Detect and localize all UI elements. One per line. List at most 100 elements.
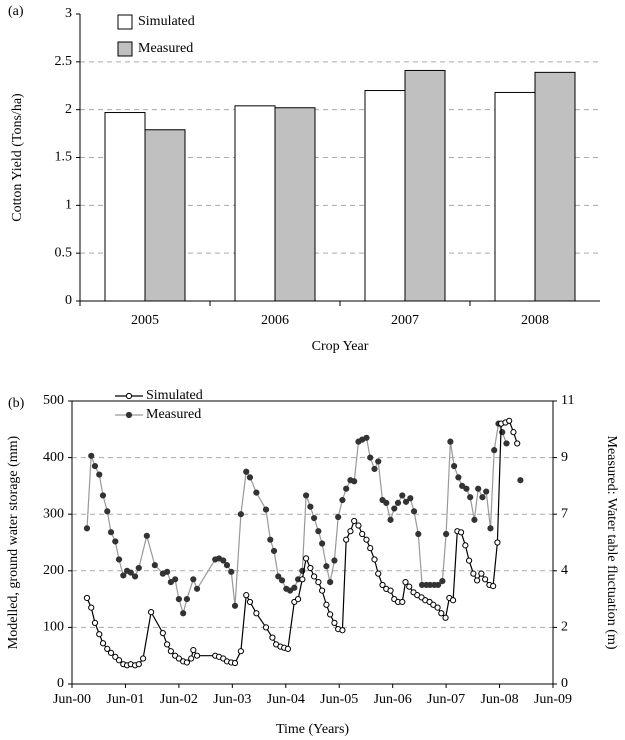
data-point	[96, 631, 103, 638]
x-tick-label: Jun-00	[53, 692, 91, 707]
data-point	[490, 582, 497, 590]
data-point	[183, 659, 191, 666]
y-axis-label: Modelled, ground water storage (mm)	[6, 435, 21, 649]
data-point	[394, 499, 402, 506]
data-point	[120, 572, 127, 579]
data-point	[359, 530, 366, 538]
y-tick-label: 3	[65, 6, 72, 21]
panel-label: (b)	[8, 396, 25, 411]
data-point	[131, 573, 139, 580]
data-point	[327, 611, 334, 618]
data-point	[439, 577, 446, 585]
data-point	[327, 579, 334, 586]
data-point	[284, 645, 292, 653]
data-point	[99, 492, 107, 499]
data-point	[331, 619, 338, 626]
data-point	[220, 557, 227, 564]
bar	[534, 71, 576, 302]
data-point	[415, 530, 422, 538]
data-point	[347, 528, 354, 535]
data-point	[175, 655, 182, 662]
data-point	[253, 489, 260, 496]
data-point	[399, 598, 406, 606]
data-point	[371, 465, 378, 473]
data-point	[278, 577, 286, 584]
y-tick-label: 0	[57, 676, 64, 691]
data-point	[479, 494, 486, 501]
data-point	[193, 585, 201, 592]
data-point	[455, 474, 462, 481]
bar	[274, 107, 316, 302]
data-point	[442, 614, 449, 621]
data-point	[323, 601, 330, 608]
data-point	[402, 498, 410, 505]
data-point	[465, 557, 473, 564]
data-point	[335, 513, 342, 521]
y-tick-label: 200	[43, 563, 64, 578]
data-point	[151, 562, 158, 569]
y-tick-label: 400	[43, 450, 64, 465]
data-point	[323, 563, 330, 570]
x-tick-label: Jun-07	[427, 692, 465, 707]
data-point	[391, 505, 398, 512]
x-tick-label: Jun-06	[374, 692, 412, 707]
x-tick-label: Jun-03	[213, 692, 251, 707]
data-point	[107, 529, 115, 536]
data-point	[387, 587, 394, 594]
y-tick-label: 0.5	[55, 245, 73, 260]
x-tick-label: 2008	[521, 313, 549, 328]
y-tick-label: 2.5	[55, 54, 73, 69]
data-point	[375, 458, 382, 465]
legend-marker	[125, 411, 133, 419]
data-point	[291, 584, 298, 591]
data-point	[299, 576, 306, 583]
data-point	[451, 462, 458, 470]
bar	[364, 90, 406, 302]
data-point	[375, 570, 382, 577]
data-point	[443, 530, 450, 538]
data-point	[343, 485, 350, 492]
data-point	[253, 610, 260, 617]
data-point	[99, 640, 107, 647]
data-point	[135, 564, 142, 572]
data-point	[467, 494, 474, 501]
data-point	[88, 604, 95, 611]
data-point	[319, 540, 326, 547]
data-point	[112, 653, 119, 660]
data-point	[363, 434, 370, 441]
data-point	[193, 652, 201, 659]
x-tick-label: Jun-08	[480, 692, 518, 707]
data-point	[487, 525, 494, 532]
data-point	[243, 592, 250, 599]
data-point	[387, 516, 394, 523]
data-point	[269, 634, 276, 641]
data-point	[143, 532, 150, 539]
legend-label: Measured	[146, 407, 201, 422]
data-point	[379, 581, 386, 589]
legend-label: Measured	[138, 41, 193, 56]
data-point	[339, 496, 346, 504]
x-tick-label: Jun-04	[267, 692, 305, 707]
data-point	[351, 478, 358, 485]
y2-tick-label: 11	[561, 393, 574, 408]
bar	[404, 69, 446, 302]
data-point	[434, 604, 441, 611]
y2-tick-label: 9	[561, 450, 568, 465]
data-point	[463, 485, 470, 492]
data-point	[96, 471, 103, 478]
data-point	[459, 482, 466, 489]
data-point	[462, 542, 469, 549]
data-point	[159, 629, 166, 637]
legend-swatch	[117, 14, 133, 30]
data-point	[367, 545, 374, 552]
data-point	[164, 568, 171, 575]
data-point	[307, 564, 314, 572]
data-point	[367, 454, 374, 461]
data-point	[510, 429, 517, 436]
data-point	[175, 596, 182, 603]
data-point	[514, 440, 521, 447]
y-tick-label: 300	[43, 506, 64, 521]
legend-label: Simulated	[146, 388, 203, 403]
data-point	[237, 648, 244, 655]
legend-swatch	[117, 41, 133, 57]
